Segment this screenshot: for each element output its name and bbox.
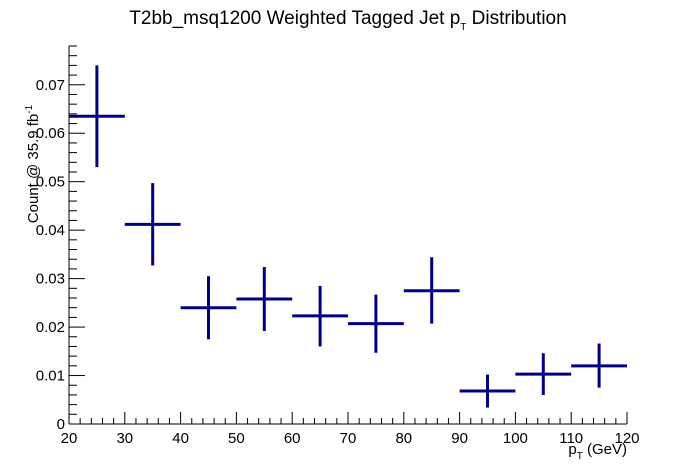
x-tick-label: 20 bbox=[61, 430, 78, 447]
data-point bbox=[459, 374, 516, 408]
data-point bbox=[571, 343, 627, 388]
data-point bbox=[124, 183, 181, 266]
x-axis-label: pT (GeV) bbox=[568, 441, 627, 462]
x-tick-label: 120 bbox=[614, 430, 639, 447]
chart-title: T2bb_msq1200 Weighted Tagged Jet pT Dist… bbox=[129, 8, 566, 33]
y-axis-label: Count @ 35.9 fb-1 bbox=[24, 104, 42, 223]
y-tick-label: 0.02 bbox=[36, 319, 65, 336]
y-tick-label: 0.07 bbox=[36, 77, 65, 94]
data-point bbox=[348, 294, 404, 353]
data-point bbox=[236, 266, 293, 331]
x-tick-label: 50 bbox=[228, 430, 245, 447]
y-tick-label: 0.05 bbox=[36, 174, 65, 191]
x-tick-label: 40 bbox=[172, 430, 189, 447]
data-point bbox=[403, 257, 460, 324]
x-tick-label: 70 bbox=[340, 430, 357, 447]
data-point bbox=[515, 353, 572, 395]
y-tick-label: 0.06 bbox=[36, 125, 65, 142]
x-tick-label: 30 bbox=[116, 430, 133, 447]
x-tick-label: 90 bbox=[451, 430, 468, 447]
y-tick-label: 0.04 bbox=[36, 222, 65, 239]
data-point bbox=[292, 285, 348, 347]
x-axis-ticks: 20 30 40 50 60 70 80 90 100 110 120 bbox=[61, 412, 640, 447]
x-tick-label: 80 bbox=[395, 430, 412, 447]
x-tick-label: 100 bbox=[503, 430, 528, 447]
x-tick-label: 60 bbox=[284, 430, 301, 447]
y-tick-label: 0 bbox=[57, 416, 65, 433]
data-points bbox=[69, 65, 627, 408]
data-point bbox=[180, 276, 237, 340]
y-tick-label: 0.03 bbox=[36, 271, 65, 288]
x-tick-label: 110 bbox=[559, 430, 583, 447]
y-tick-label: 0.01 bbox=[36, 368, 65, 385]
data-point bbox=[69, 65, 125, 168]
y-axis-ticks: 0 0.01 0.02 0.03 0.04 0.05 0.06 0.07 bbox=[36, 45, 85, 433]
